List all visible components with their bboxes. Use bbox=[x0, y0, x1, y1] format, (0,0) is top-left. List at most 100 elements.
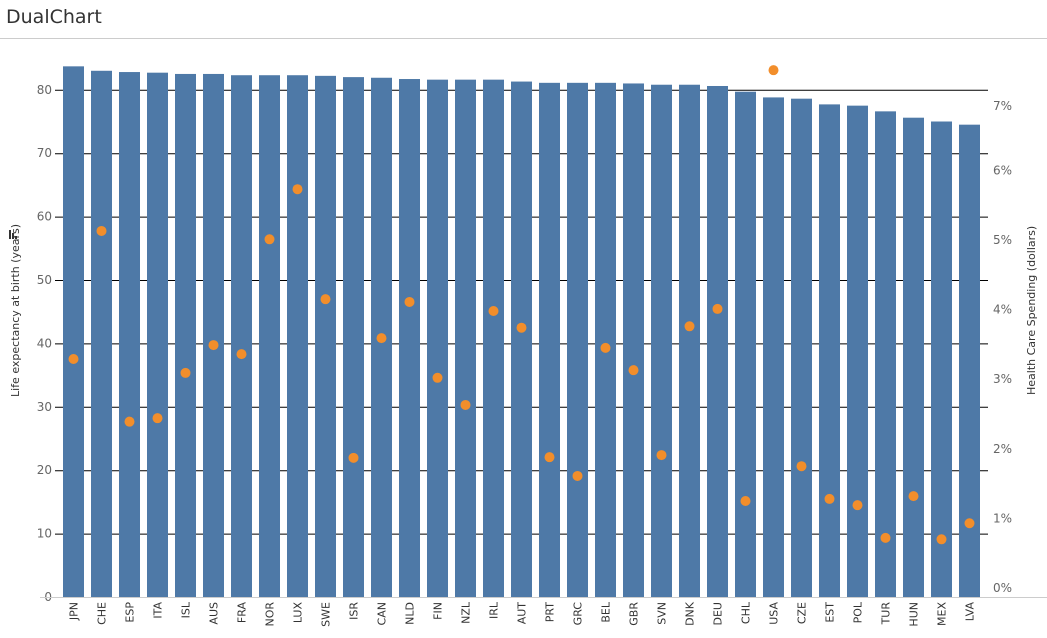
x-tick-label: AUT bbox=[516, 602, 529, 625]
x-tick-group: HUN bbox=[908, 602, 921, 627]
bar[interactable] bbox=[455, 79, 476, 597]
data-point[interactable] bbox=[796, 461, 807, 472]
bar[interactable] bbox=[119, 72, 140, 598]
x-tick-group: POL bbox=[852, 601, 865, 623]
bar[interactable] bbox=[623, 83, 644, 597]
x-tick-label: ISR bbox=[348, 602, 361, 620]
bar[interactable] bbox=[763, 97, 784, 598]
bar[interactable] bbox=[259, 75, 280, 597]
data-point[interactable] bbox=[68, 354, 79, 365]
x-tick-label: GBR bbox=[628, 602, 641, 626]
data-point[interactable] bbox=[936, 534, 947, 545]
data-point[interactable] bbox=[376, 333, 387, 344]
data-point[interactable] bbox=[404, 296, 415, 307]
bar[interactable] bbox=[595, 82, 616, 598]
bar[interactable] bbox=[399, 79, 420, 598]
right-y-axis: 0% 1% 2% 3% 4% 5% 6% 7% bbox=[993, 99, 1012, 595]
data-point[interactable] bbox=[684, 321, 695, 332]
bar[interactable] bbox=[791, 98, 812, 598]
data-point[interactable] bbox=[740, 496, 751, 506]
x-tick-group: NOR bbox=[264, 602, 277, 627]
data-point[interactable] bbox=[460, 399, 471, 410]
sort-icon[interactable] bbox=[9, 230, 17, 239]
x-tick-group: BEL bbox=[600, 601, 613, 622]
data-point[interactable] bbox=[236, 349, 247, 360]
x-tick-label: JPN bbox=[68, 602, 81, 621]
page-title: DualChart bbox=[6, 6, 102, 28]
x-tick-group: CAN bbox=[376, 602, 389, 625]
bar[interactable] bbox=[847, 105, 868, 598]
bar[interactable] bbox=[203, 73, 224, 597]
left-tick-label: 70 bbox=[37, 146, 52, 160]
bar[interactable] bbox=[959, 124, 980, 598]
x-tick-group: SWE bbox=[320, 602, 333, 627]
bar[interactable] bbox=[735, 91, 756, 598]
bar[interactable] bbox=[91, 70, 112, 597]
data-point[interactable] bbox=[964, 518, 975, 529]
bar[interactable] bbox=[539, 82, 560, 598]
x-tick-group: PRT bbox=[544, 602, 557, 622]
bar[interactable] bbox=[819, 104, 840, 597]
data-point[interactable] bbox=[264, 234, 275, 245]
data-point[interactable] bbox=[516, 322, 527, 333]
right-tick-label: 4% bbox=[993, 303, 1012, 317]
x-tick-label: POL bbox=[852, 601, 865, 623]
bar[interactable] bbox=[175, 73, 196, 597]
data-point[interactable] bbox=[180, 367, 191, 378]
data-point[interactable] bbox=[628, 365, 639, 376]
bar[interactable] bbox=[651, 84, 672, 597]
x-tick-group: AUT bbox=[516, 602, 529, 625]
bar[interactable] bbox=[931, 121, 952, 598]
data-point[interactable] bbox=[152, 413, 163, 424]
data-point[interactable] bbox=[292, 184, 303, 195]
x-tick-label: DNK bbox=[684, 601, 697, 626]
data-point[interactable] bbox=[712, 303, 723, 314]
data-point[interactable] bbox=[208, 340, 219, 351]
bar[interactable] bbox=[567, 82, 588, 598]
bar[interactable] bbox=[511, 81, 532, 598]
data-point[interactable] bbox=[600, 342, 611, 353]
x-tick-group: JPN bbox=[68, 602, 81, 621]
bar[interactable] bbox=[707, 85, 728, 597]
data-point[interactable] bbox=[96, 225, 107, 236]
data-point[interactable] bbox=[488, 305, 499, 316]
data-point[interactable] bbox=[544, 452, 555, 463]
bar[interactable] bbox=[63, 66, 84, 598]
data-point[interactable] bbox=[572, 470, 583, 481]
data-point[interactable] bbox=[824, 493, 835, 504]
bar[interactable] bbox=[483, 79, 504, 597]
x-tick-label: PRT bbox=[544, 602, 557, 622]
bar[interactable] bbox=[427, 79, 448, 597]
bar[interactable] bbox=[147, 72, 168, 597]
data-point[interactable] bbox=[432, 372, 443, 383]
x-tick-group: NZL bbox=[460, 601, 473, 624]
bar[interactable] bbox=[231, 75, 252, 597]
x-tick-label: LVA bbox=[964, 602, 977, 622]
x-tick-label: ESP bbox=[124, 602, 137, 623]
data-point[interactable] bbox=[852, 500, 863, 511]
data-point[interactable] bbox=[656, 450, 667, 461]
dot-series bbox=[68, 65, 975, 545]
bar[interactable] bbox=[903, 117, 924, 598]
bar[interactable] bbox=[343, 77, 364, 598]
bar[interactable] bbox=[679, 84, 700, 597]
data-point[interactable] bbox=[768, 65, 779, 76]
bar[interactable] bbox=[287, 75, 308, 597]
left-tick-label: 60 bbox=[37, 210, 52, 224]
data-point[interactable] bbox=[908, 491, 919, 502]
x-tick-group: GBR bbox=[628, 602, 641, 626]
bar[interactable] bbox=[875, 111, 896, 597]
x-axis: JPN CHE ESP ITA ISL AUS FRA NOR LUX SWE ISR CAN NLD F… bbox=[68, 601, 977, 627]
x-tick-label: NLD bbox=[404, 602, 417, 625]
x-tick-label: CAN bbox=[376, 602, 389, 625]
data-point[interactable] bbox=[880, 532, 891, 543]
x-tick-label: IRL bbox=[488, 601, 501, 619]
x-tick-group: FIN bbox=[432, 602, 445, 620]
data-point[interactable] bbox=[348, 452, 359, 463]
bar[interactable] bbox=[315, 75, 336, 598]
right-tick-label: 6% bbox=[993, 163, 1012, 177]
right-tick-label: 1% bbox=[993, 511, 1012, 525]
data-point[interactable] bbox=[124, 416, 135, 427]
data-point[interactable] bbox=[320, 294, 331, 305]
